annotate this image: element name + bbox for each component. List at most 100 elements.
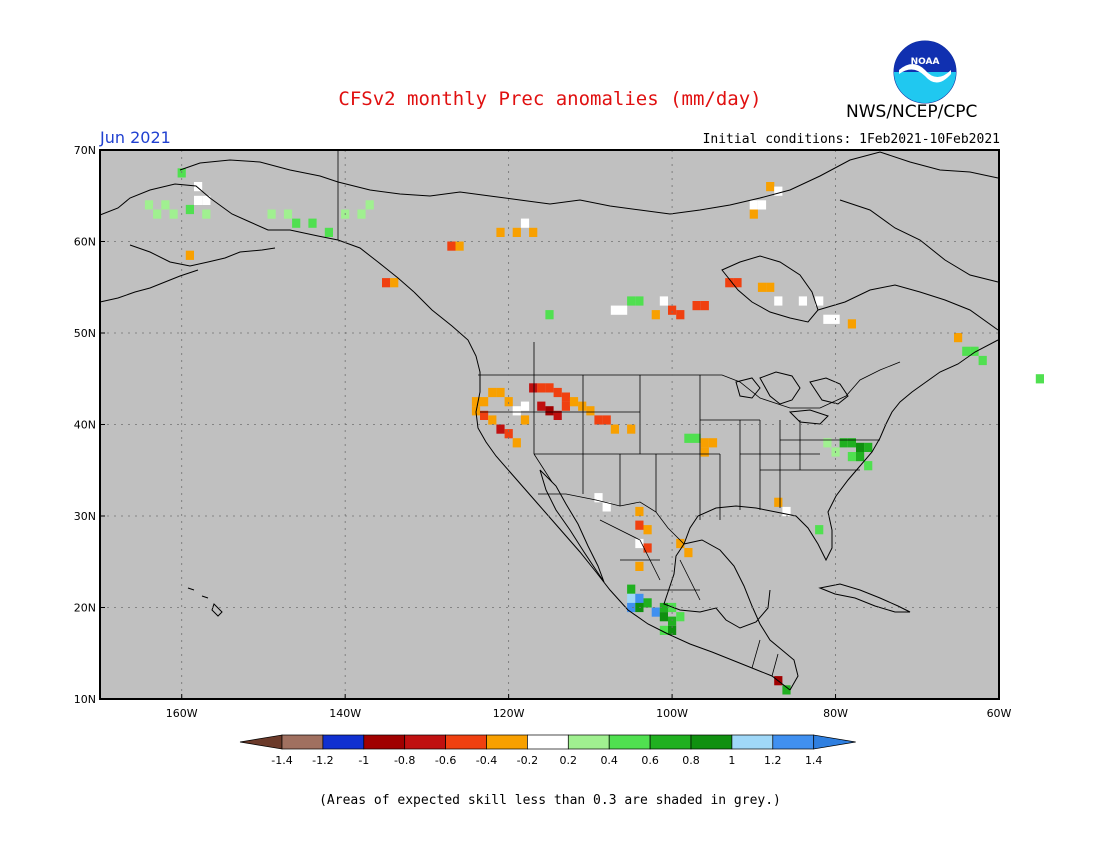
- anomaly-cell: [520, 415, 530, 425]
- anomaly-cell: [856, 442, 865, 452]
- anomaly-cell: [520, 401, 530, 411]
- anomaly-cell: [659, 296, 668, 306]
- anomaly-cell: [153, 209, 162, 219]
- anomaly-cell: [504, 397, 513, 407]
- anomaly-cell: [488, 415, 497, 425]
- anomaly-cell: [308, 218, 317, 228]
- anomaly-cell: [978, 355, 987, 366]
- latitude-label: 60N: [74, 236, 96, 249]
- anomaly-cell: [471, 397, 481, 407]
- anomaly-cell: [202, 195, 211, 205]
- anomaly-cell: [684, 433, 693, 443]
- political-borders-layer: [337, 150, 901, 677]
- anomaly-cell: [512, 227, 521, 237]
- anomaly-cell: [545, 383, 554, 393]
- anomaly-cell: [529, 227, 538, 237]
- anomaly-cell: [774, 186, 783, 196]
- alaska-north-coast: [179, 159, 339, 183]
- colorbar-below-arrow: [239, 734, 283, 750]
- anomaly-cell: [864, 461, 873, 471]
- colorbar-above-arrow: [813, 734, 856, 750]
- central-america-borders: [751, 639, 779, 677]
- anomaly-cell: [684, 548, 693, 558]
- mexico-state-lines: [599, 519, 701, 601]
- anomaly-cell: [161, 200, 170, 210]
- colorbar-bin: [567, 734, 610, 750]
- anomaly-cell: [292, 218, 301, 228]
- latitude-label: 10N: [74, 693, 96, 706]
- anomaly-cell: [578, 401, 587, 411]
- anomaly-cell: [766, 182, 775, 192]
- colorbar-label: 0.4: [600, 754, 618, 767]
- anomaly-cell: [847, 438, 856, 448]
- anomaly-cell: [610, 305, 619, 315]
- anomaly-cell: [480, 410, 489, 420]
- colorbar-label: 0.6: [641, 754, 659, 767]
- anomaly-cell: [676, 612, 685, 622]
- colorbar-label: -1.4: [271, 754, 292, 767]
- cuba: [818, 583, 911, 613]
- aleutians: [99, 269, 199, 303]
- colorbar-bin: [322, 734, 365, 750]
- anomaly-cell: [194, 195, 203, 205]
- anomaly-cell: [643, 525, 652, 535]
- anomaly-cell: [627, 296, 636, 306]
- anomaly-cell: [668, 616, 677, 626]
- alaska-coast: [99, 183, 415, 293]
- colorbar-label: -0.2: [517, 754, 538, 767]
- anomaly-cell: [757, 200, 767, 210]
- latitude-labels: 70N 60N 50N 40N 30N 20N 10N: [74, 144, 105, 706]
- anomaly-cell: [561, 401, 570, 411]
- anomaly-cell: [627, 602, 636, 613]
- baja-california: [539, 469, 605, 583]
- anomaly-cell: [668, 625, 677, 635]
- anomaly-cell: [676, 538, 685, 549]
- colorbar-bin: [772, 734, 815, 750]
- anomaly-cell: [643, 598, 652, 608]
- anomaly-cell: [766, 282, 775, 292]
- anomaly-cell: [643, 543, 652, 553]
- anomaly-cell: [627, 584, 636, 594]
- anomaly-cell: [594, 493, 603, 503]
- anomaly-cell: [602, 502, 611, 512]
- anomaly-cell: [651, 607, 660, 617]
- anomaly-cell: [733, 278, 742, 288]
- colorbar-bin: [404, 734, 446, 750]
- anomaly-cell: [962, 346, 971, 356]
- anomaly-cell: [602, 415, 611, 425]
- anomaly-cell: [970, 346, 979, 356]
- anomaly-cell: [496, 424, 505, 434]
- anomaly-cell: [202, 209, 211, 219]
- anomaly-cell: [365, 200, 374, 210]
- colorbar-label: 1.2: [764, 754, 782, 767]
- anomaly-cell: [757, 282, 767, 292]
- colorbar: -1.4 -1.2 -1 -0.8 -0.6 -0.4 -0.2 0.2 0.4 0.6 0.8 1 1…: [239, 734, 856, 767]
- anomaly-cell: [267, 209, 276, 219]
- anomaly-cell: [676, 310, 685, 320]
- anomaly-cell: [815, 525, 824, 535]
- us-gulf-coast: [683, 339, 999, 562]
- longitude-label: 120W: [493, 707, 525, 720]
- map-title: CFSv2 monthly Prec anomalies (mm/day): [338, 88, 762, 110]
- anomaly-cell: [480, 397, 489, 407]
- anomaly-cell: [496, 387, 505, 398]
- us-mexico-border: [538, 493, 685, 545]
- latitude-label: 20N: [74, 602, 96, 615]
- anomaly-cell: [692, 433, 701, 443]
- latitude-label: 30N: [74, 510, 96, 523]
- anomaly-cell: [537, 383, 546, 393]
- anomaly-cell: [357, 209, 366, 219]
- coastline-layer: [99, 151, 999, 691]
- anomaly-cell: [586, 406, 595, 416]
- anomaly-cell: [651, 310, 660, 320]
- anomaly-cell: [569, 397, 579, 407]
- anomaly-cell: [283, 209, 293, 219]
- anomaly-cell: [782, 685, 791, 695]
- anomaly-cell: [185, 204, 194, 215]
- anomaly-cell: [594, 415, 603, 425]
- anomaly-cell: [553, 410, 562, 420]
- anomaly-cell: [545, 310, 554, 320]
- anomaly-cell: [169, 209, 178, 219]
- anomaly-cell: [635, 538, 644, 549]
- anomaly-cell: [610, 424, 619, 434]
